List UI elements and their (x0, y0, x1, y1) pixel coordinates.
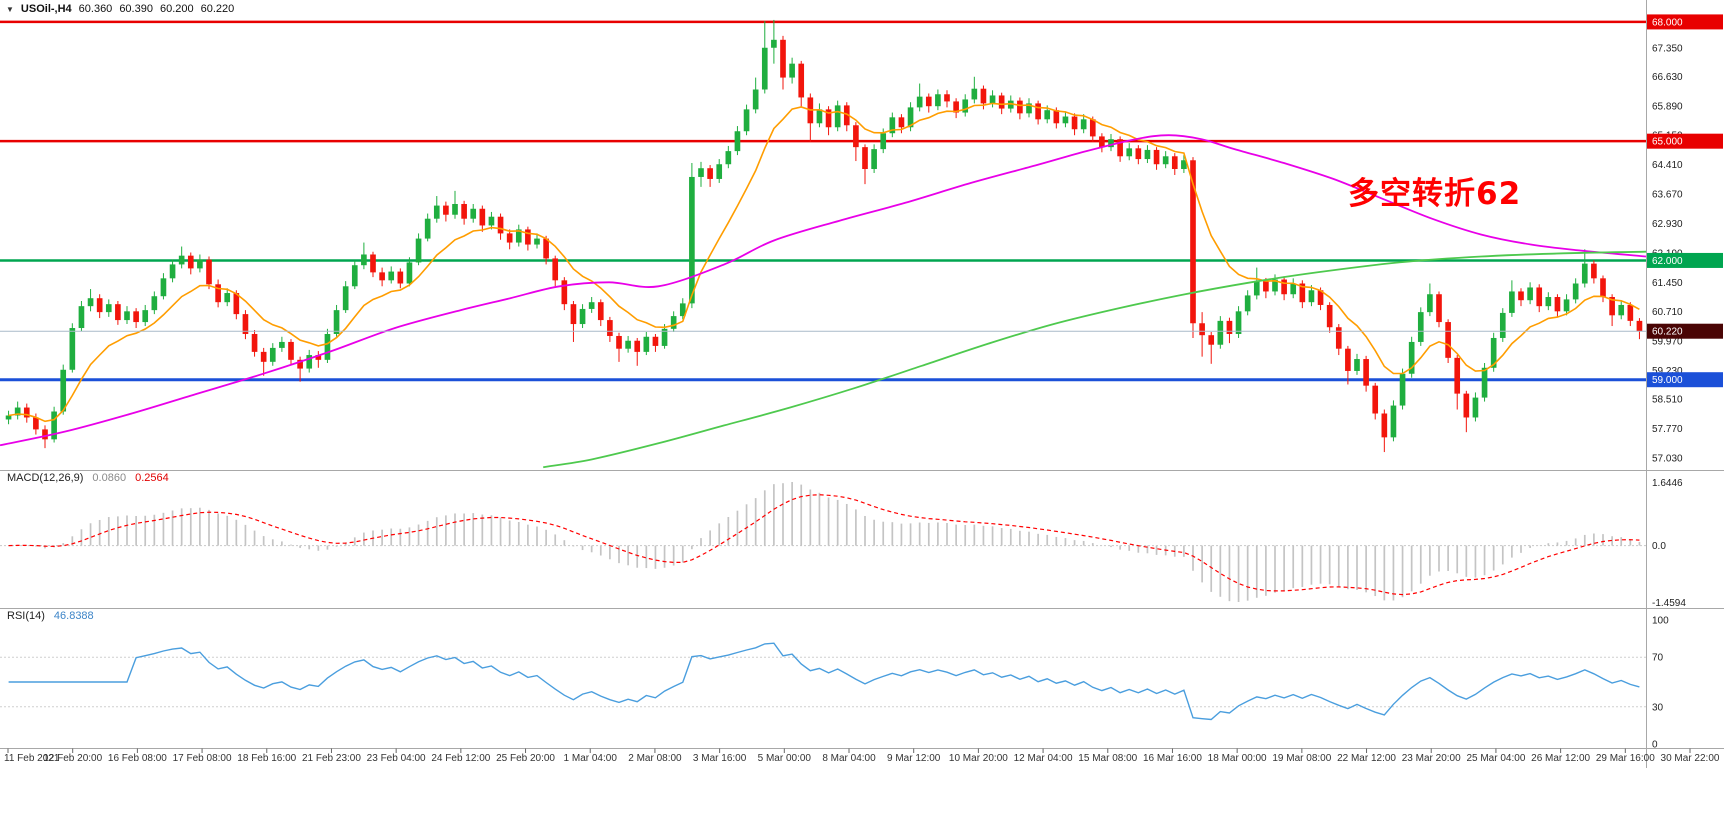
svg-text:23 Mar 20:00: 23 Mar 20:00 (1402, 753, 1461, 764)
symbol-name: USOil-,H4 (20, 3, 72, 15)
rsi-line (8, 642, 1640, 721)
ma-mid-line (0, 134, 1646, 447)
svg-text:25 Mar 04:00: 25 Mar 04:00 (1466, 753, 1525, 764)
quote-low: 60.200 (159, 3, 194, 15)
macd-histogram (16, 482, 1641, 602)
svg-text:65.890: 65.890 (1652, 101, 1683, 112)
svg-text:0: 0 (1652, 740, 1658, 751)
svg-text:16 Mar 16:00: 16 Mar 16:00 (1143, 753, 1202, 764)
svg-text:21 Feb 23:00: 21 Feb 23:00 (302, 753, 361, 764)
svg-text:62.930: 62.930 (1652, 219, 1683, 230)
svg-text:2 Mar 08:00: 2 Mar 08:00 (628, 753, 682, 764)
candles-layer (5, 19, 1643, 453)
svg-text:24 Feb 12:00: 24 Feb 12:00 (431, 753, 490, 764)
svg-text:66.630: 66.630 (1652, 72, 1683, 83)
ma-fast-line (8, 102, 1640, 423)
svg-text:8 Mar 04:00: 8 Mar 04:00 (822, 753, 876, 764)
rsi-value: 46.8388 (53, 610, 94, 622)
svg-text:57.030: 57.030 (1652, 454, 1683, 465)
svg-text:16 Feb 08:00: 16 Feb 08:00 (108, 753, 167, 764)
quote-close: 60.220 (200, 3, 235, 15)
svg-text:19 Mar 08:00: 19 Mar 08:00 (1272, 753, 1331, 764)
svg-text:1.6446: 1.6446 (1652, 478, 1683, 489)
svg-text:18 Mar 00:00: 18 Mar 00:00 (1208, 753, 1267, 764)
svg-text:30: 30 (1652, 702, 1664, 713)
macd-signal-line (8, 494, 1640, 596)
svg-text:25 Feb 20:00: 25 Feb 20:00 (496, 753, 555, 764)
macd-signal-value: 0.2564 (135, 472, 169, 484)
svg-text:17 Feb 08:00: 17 Feb 08:00 (173, 753, 232, 764)
chart-annotation-text: 多空转折62 (1348, 176, 1522, 212)
svg-text:70: 70 (1652, 653, 1664, 664)
svg-text:59.970: 59.970 (1652, 337, 1683, 348)
ma-slow-line (543, 250, 1646, 469)
svg-text:23 Feb 04:00: 23 Feb 04:00 (367, 753, 426, 764)
svg-text:5 Mar 00:00: 5 Mar 00:00 (758, 753, 812, 764)
quote-high: 60.390 (119, 3, 153, 15)
svg-text:61.450: 61.450 (1652, 278, 1683, 289)
macd-main-value: 0.0860 (92, 472, 127, 484)
svg-text:59.000: 59.000 (1652, 375, 1683, 386)
svg-text:62.000: 62.000 (1652, 256, 1683, 267)
rsi-label: RSI(14) (7, 610, 45, 622)
price-tags: 68.000 65.000 62.000 59.000 60.220 (1647, 14, 1723, 388)
svg-text:30 Mar 22:00: 30 Mar 22:00 (1661, 753, 1720, 764)
svg-text:29 Mar 16:00: 29 Mar 16:00 (1596, 753, 1655, 764)
svg-text:3 Mar 16:00: 3 Mar 16:00 (693, 753, 747, 764)
svg-text:63.670: 63.670 (1652, 190, 1683, 201)
quote-open: 60.360 (78, 3, 113, 15)
panel-separators (0, 0, 1724, 768)
svg-text:26 Mar 12:00: 26 Mar 12:00 (1531, 753, 1590, 764)
svg-text:22 Mar 12:00: 22 Mar 12:00 (1337, 753, 1396, 764)
svg-text:-1.4594: -1.4594 (1652, 598, 1686, 609)
svg-text:64.410: 64.410 (1652, 160, 1683, 171)
svg-text:60.710: 60.710 (1652, 307, 1683, 318)
svg-text:18 Feb 16:00: 18 Feb 16:00 (237, 753, 296, 764)
svg-text:68.000: 68.000 (1652, 17, 1683, 28)
svg-text:11 Feb 2021: 11 Feb 2021 (4, 753, 60, 764)
rsi-indicator-header: RSI(14) 46.8388 (7, 610, 94, 622)
macd-label: MACD(12,26,9) (7, 472, 84, 484)
svg-text:0.0: 0.0 (1652, 541, 1666, 552)
svg-text:65.000: 65.000 (1652, 137, 1683, 148)
symbol-bar: ▼ USOil-,H4 60.360 60.390 60.200 60.220 (6, 3, 234, 15)
svg-text:12 Feb 20:00: 12 Feb 20:00 (43, 753, 102, 764)
main-price-panel (0, 19, 1646, 469)
rsi-panel (0, 642, 1646, 721)
svg-text:12 Mar 04:00: 12 Mar 04:00 (1014, 753, 1073, 764)
svg-text:1 Mar 04:00: 1 Mar 04:00 (564, 753, 618, 764)
svg-text:15 Mar 08:00: 15 Mar 08:00 (1078, 753, 1137, 764)
svg-text:60.220: 60.220 (1652, 327, 1683, 338)
svg-text:9 Mar 12:00: 9 Mar 12:00 (887, 753, 941, 764)
svg-text:59.230: 59.230 (1652, 366, 1683, 377)
svg-text:67.350: 67.350 (1652, 43, 1683, 54)
svg-text:57.770: 57.770 (1652, 424, 1683, 435)
svg-text:10 Mar 20:00: 10 Mar 20:00 (949, 753, 1008, 764)
svg-text:100: 100 (1652, 616, 1669, 627)
svg-text:58.510: 58.510 (1652, 395, 1683, 406)
macd-indicator-header: MACD(12,26,9) 0.0860 0.2564 (7, 472, 169, 484)
macd-panel (0, 482, 1646, 602)
collapse-triangle-icon[interactable]: ▼ (6, 4, 14, 14)
